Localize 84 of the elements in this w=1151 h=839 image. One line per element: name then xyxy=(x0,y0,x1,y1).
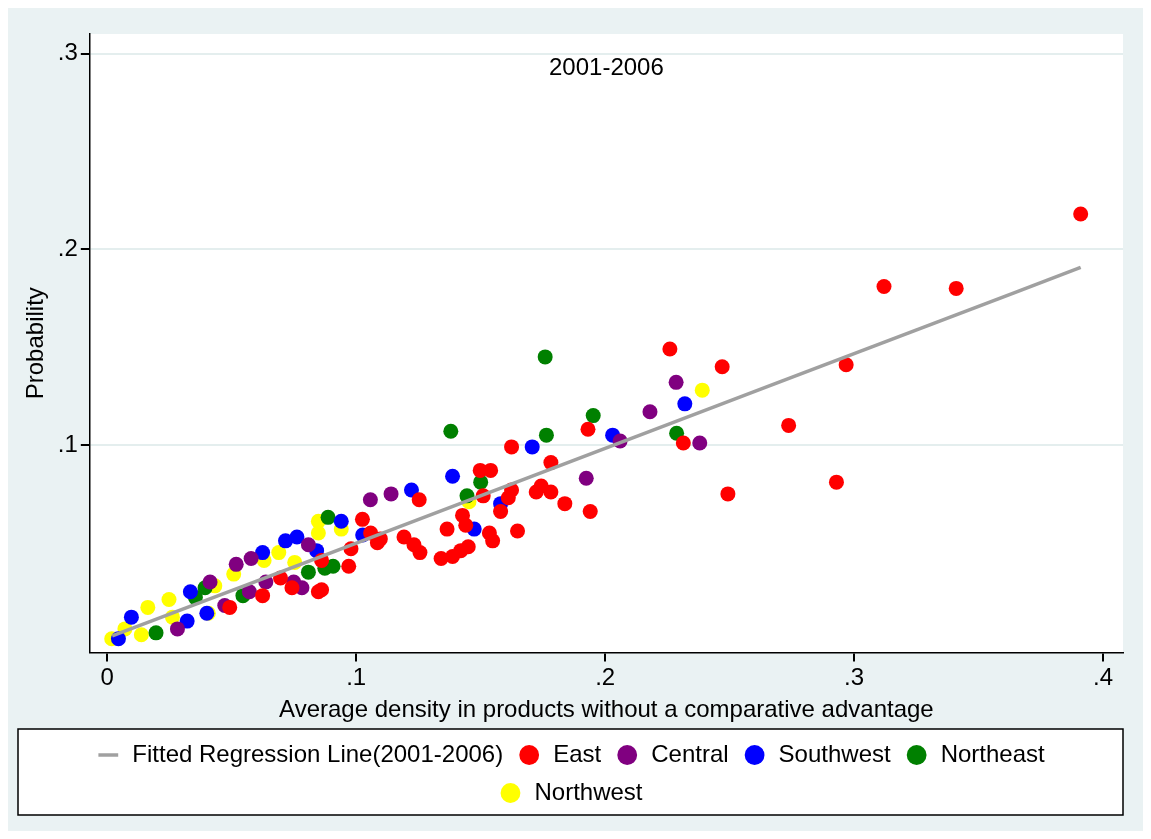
point xyxy=(524,439,540,455)
point xyxy=(578,470,594,486)
point xyxy=(838,357,854,373)
point xyxy=(694,382,710,398)
point xyxy=(255,588,271,604)
legend-label: Fitted Regression Line(2001-2006) xyxy=(132,739,504,767)
y-tick-label: .2 xyxy=(57,233,78,261)
point xyxy=(510,523,526,539)
y-axis-title: Probability xyxy=(21,287,49,400)
point xyxy=(642,404,658,420)
point xyxy=(354,511,370,527)
point xyxy=(133,627,149,643)
point xyxy=(1073,206,1089,222)
point xyxy=(485,533,501,549)
legend-label: Southwest xyxy=(778,739,891,767)
point xyxy=(504,439,520,455)
legend-label: Northwest xyxy=(534,777,643,805)
y-tick-label: .1 xyxy=(57,429,78,457)
point xyxy=(169,621,185,637)
legend-label: Northeast xyxy=(940,739,1046,767)
point xyxy=(202,574,218,590)
point xyxy=(362,492,378,508)
point xyxy=(537,349,553,365)
point xyxy=(460,539,476,555)
point xyxy=(528,484,544,500)
point xyxy=(493,504,509,519)
point xyxy=(876,278,892,294)
legend-label: Central xyxy=(651,739,729,767)
point xyxy=(271,545,287,561)
point xyxy=(123,609,139,625)
point xyxy=(500,490,516,506)
point xyxy=(179,613,195,629)
point xyxy=(458,517,474,533)
point xyxy=(140,599,156,615)
point xyxy=(439,521,455,537)
point xyxy=(411,492,427,508)
point xyxy=(300,537,316,553)
x-tick-label: .1 xyxy=(346,663,367,691)
x-tick-label: .4 xyxy=(1093,663,1114,691)
point xyxy=(278,533,293,549)
point xyxy=(284,580,300,596)
point xyxy=(310,525,326,541)
point xyxy=(443,423,459,439)
x-tick-label: .3 xyxy=(844,663,865,691)
y-tick-label: .3 xyxy=(57,38,78,66)
x-axis-title: Average density in products without a comparative advantage xyxy=(279,695,934,723)
point xyxy=(677,396,693,412)
point xyxy=(182,584,198,600)
point xyxy=(538,427,554,443)
point xyxy=(675,435,691,451)
point xyxy=(557,496,573,512)
point xyxy=(333,513,349,529)
point xyxy=(948,280,964,296)
point xyxy=(396,529,412,545)
point xyxy=(483,462,499,478)
point xyxy=(341,558,357,574)
point xyxy=(412,545,428,561)
point xyxy=(692,435,708,451)
point xyxy=(585,408,601,424)
point xyxy=(310,584,326,600)
point xyxy=(403,482,419,498)
text: 2001-2006 xyxy=(549,52,664,80)
point xyxy=(445,468,461,484)
point xyxy=(781,417,797,433)
point xyxy=(161,592,177,608)
x-tick-label: .2 xyxy=(595,663,616,691)
point xyxy=(720,486,736,502)
legend-label: East xyxy=(553,739,602,767)
point xyxy=(828,474,844,490)
point xyxy=(243,550,259,566)
point xyxy=(300,564,316,580)
point xyxy=(255,545,271,561)
point xyxy=(222,599,238,615)
point xyxy=(662,341,678,357)
point xyxy=(714,359,730,375)
point xyxy=(148,625,164,641)
point xyxy=(580,421,596,437)
point xyxy=(582,504,598,519)
x-tick-label: 0 xyxy=(100,663,114,691)
point xyxy=(383,486,399,502)
point xyxy=(320,509,336,525)
point xyxy=(228,556,244,572)
point xyxy=(543,484,559,500)
point xyxy=(668,374,684,390)
